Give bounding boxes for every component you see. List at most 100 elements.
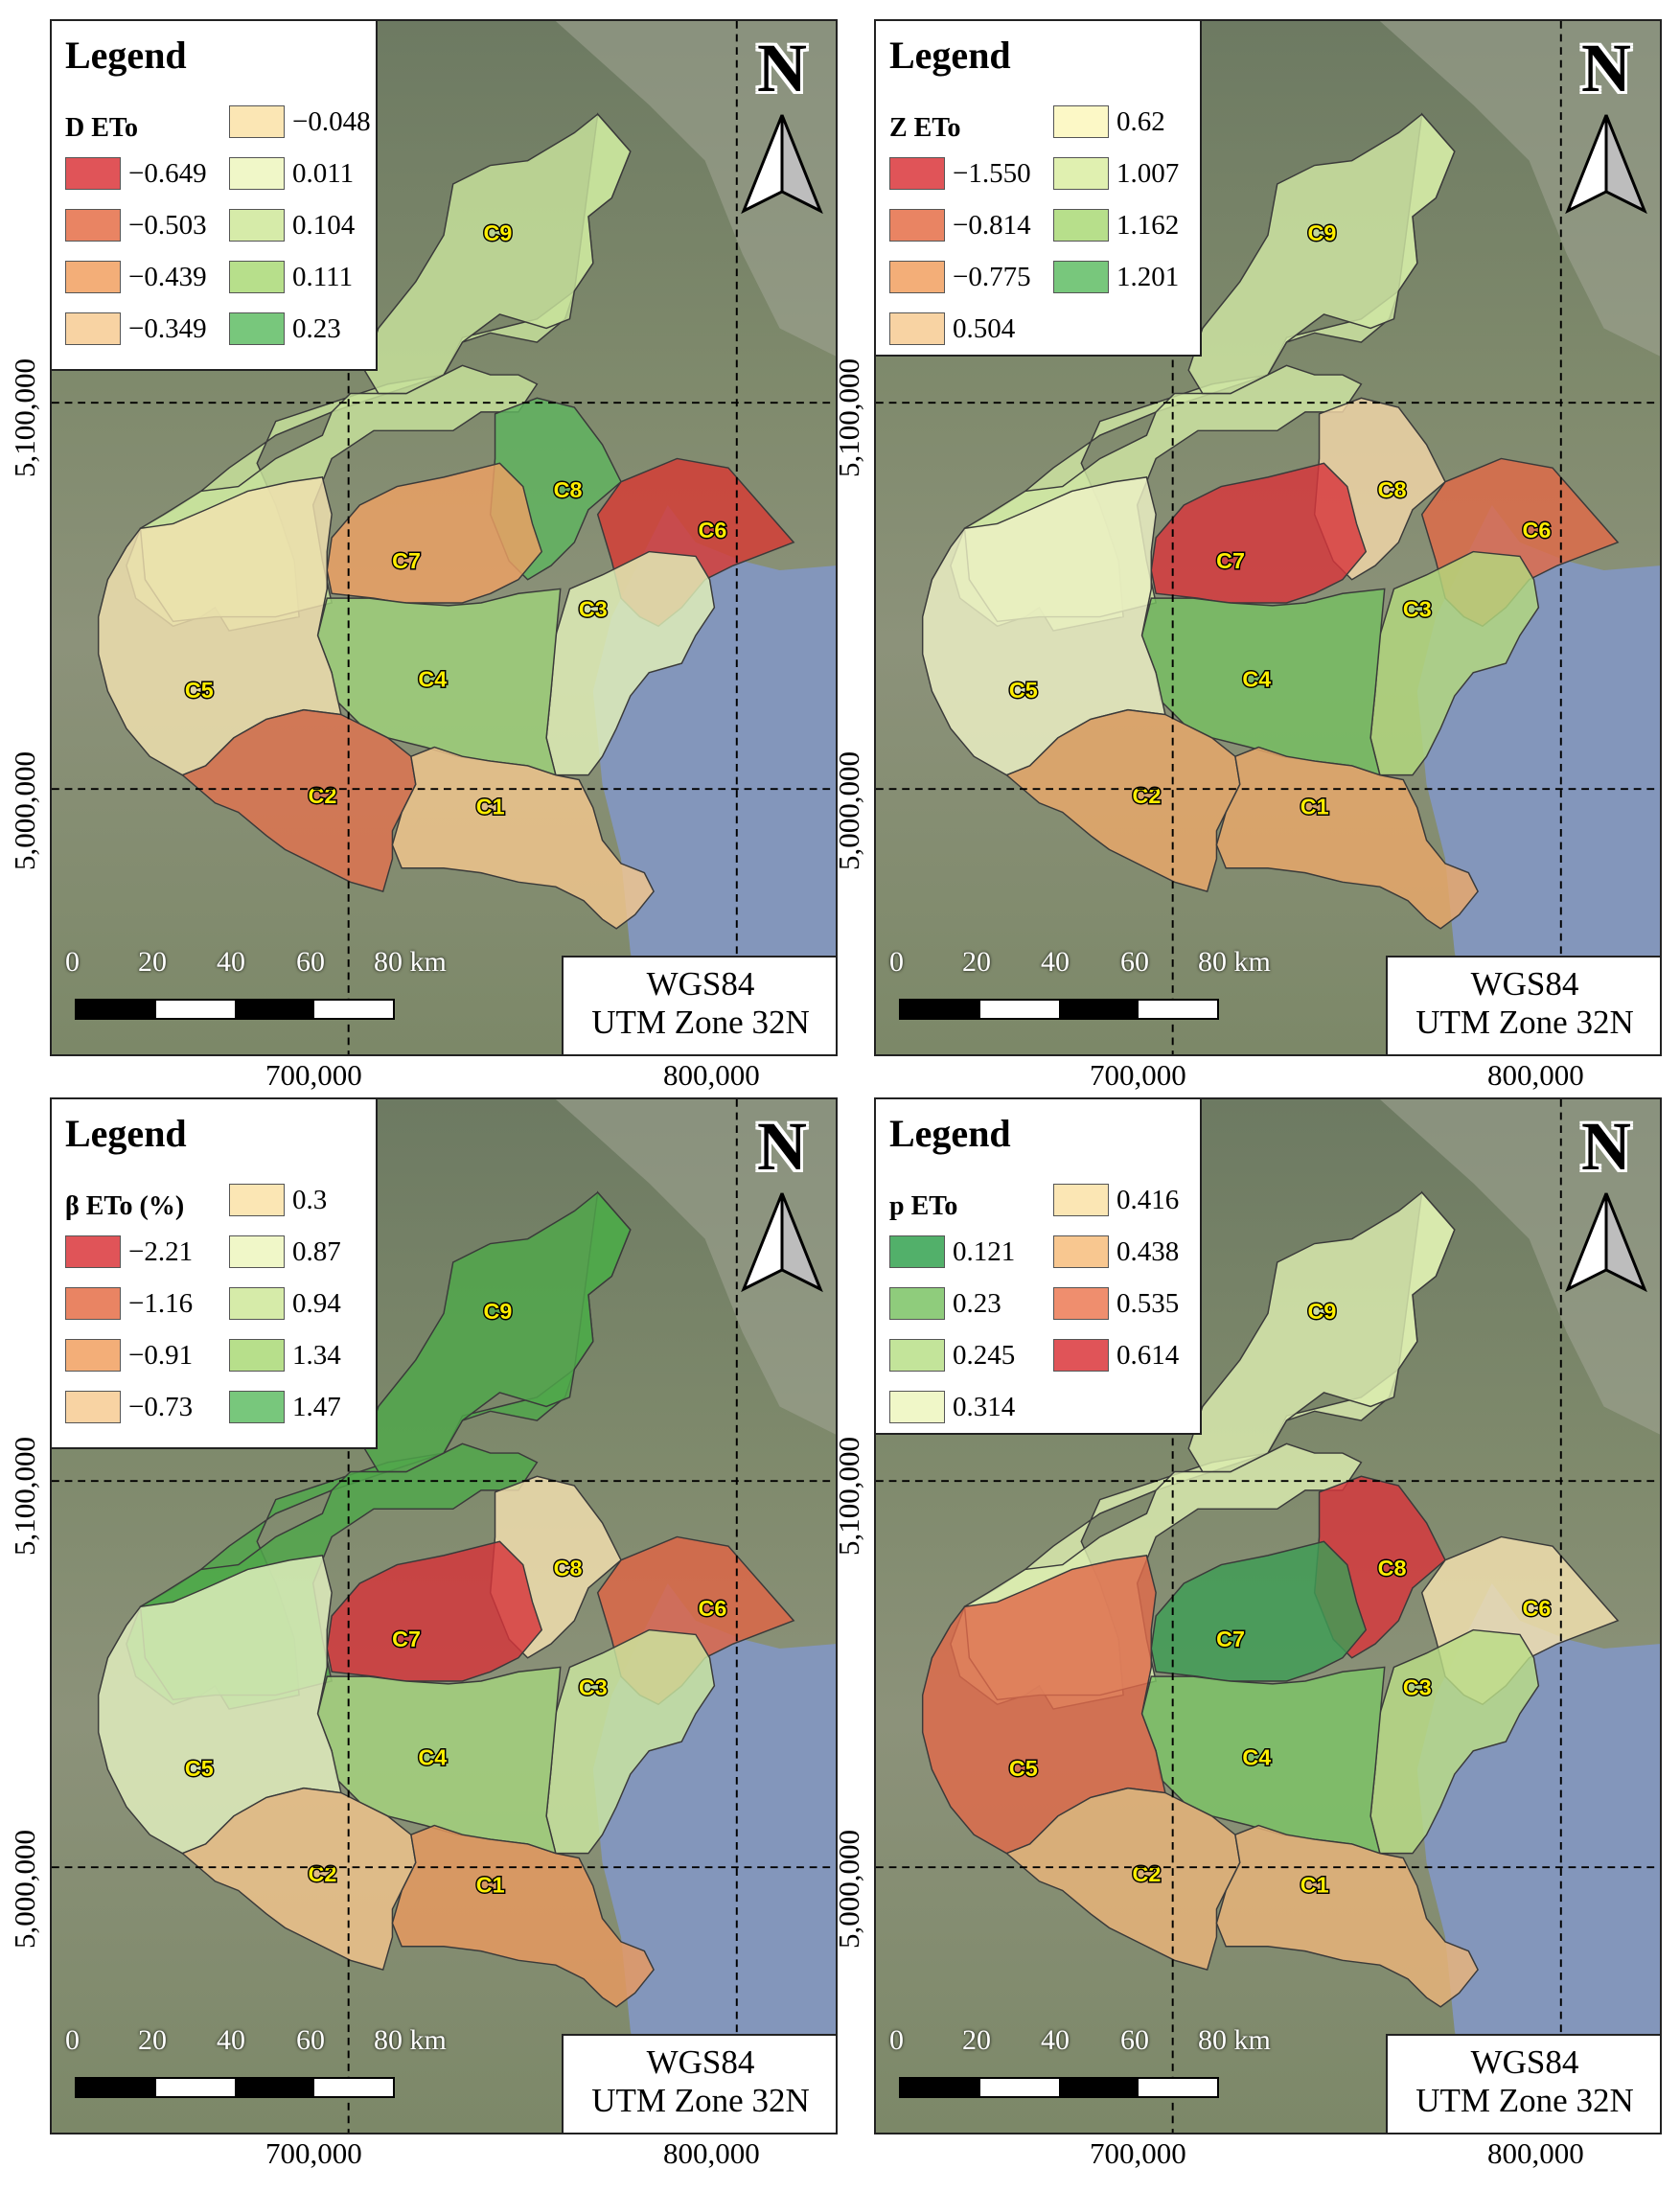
legend-label: −1.550 (953, 157, 1031, 189)
x-tick-label: 800,000 (1487, 2136, 1584, 2170)
legend-swatch (65, 157, 121, 190)
region-label-c2: C2 (1132, 1861, 1161, 1886)
region-label-c5: C5 (185, 678, 214, 703)
legend-swatch (65, 1391, 121, 1423)
legend-label: 0.245 (953, 1339, 1016, 1371)
scale-label: 0 (65, 2024, 80, 2056)
legend-swatch (889, 312, 945, 345)
legend-item: 0.87 (229, 1234, 341, 1270)
legend-swatch (889, 157, 945, 190)
crs-datum: WGS84 (646, 965, 755, 1003)
legend-label: 0.94 (292, 1287, 341, 1319)
legend-swatch (889, 209, 945, 242)
region-label-c3: C3 (1403, 1675, 1432, 1700)
legend-box: Legend p ETo 0.121 0.23 0.245 0.314 0.416 0.4… (876, 1099, 1202, 1435)
scale-label: 60 (1120, 946, 1149, 978)
region-label-c9: C9 (1308, 220, 1337, 245)
north-arrow: N (739, 1107, 825, 1337)
legend-item: −0.503 (65, 207, 207, 243)
legend-label: 0.23 (292, 312, 341, 344)
north-letter: N (1581, 30, 1631, 106)
x-tick-label: 700,000 (1090, 2136, 1186, 2170)
region-label-c3: C3 (1403, 597, 1432, 622)
legend-label: −0.349 (128, 312, 207, 344)
legend-item: 0.23 (889, 1285, 1001, 1322)
y-tick-label: 5,000,000 (8, 1830, 41, 1949)
region-label-c5: C5 (1009, 678, 1038, 703)
legend-item: −0.814 (889, 207, 1031, 243)
crs-zone: UTM Zone 32N (1415, 2082, 1634, 2119)
x-tick-label: 700,000 (265, 1058, 362, 1092)
legend-swatch (229, 1339, 285, 1372)
legend-item: 0.104 (229, 207, 355, 243)
legend-swatch (889, 1339, 945, 1372)
legend-swatch (1053, 105, 1109, 138)
region-label-c1: C1 (1300, 794, 1329, 819)
legend-item: 0.504 (889, 311, 1015, 347)
scale-bar (899, 999, 1219, 1020)
y-tick-label: 5,100,000 (8, 358, 41, 477)
legend-item: −1.16 (65, 1285, 193, 1322)
crs-zone: UTM Zone 32N (1415, 1004, 1634, 1041)
legend-label: 0.62 (1116, 105, 1165, 137)
scale-label: 0 (889, 946, 904, 978)
north-letter: N (757, 30, 807, 106)
legend-label: −0.439 (128, 261, 207, 292)
legend-label: −0.048 (292, 105, 371, 137)
legend-label: −0.91 (128, 1339, 194, 1371)
legend-label: 0.3 (292, 1184, 328, 1215)
legend-swatch (65, 209, 121, 242)
legend-label: 1.47 (292, 1391, 341, 1422)
map-panel-2: C1 C2 C3 C4 C5 C6 C7 C8 C9 Legend Z ETo −1.550 −0… (874, 19, 1662, 1056)
mountain-texture (555, 1099, 836, 1435)
crs-box: WGS84 UTM Zone 32N (562, 956, 836, 1054)
y-tick-label: 5,100,000 (832, 358, 865, 477)
legend-item: 0.121 (889, 1234, 1015, 1270)
crs-box: WGS84 UTM Zone 32N (1386, 956, 1660, 1054)
legend-item: 1.201 (1053, 259, 1179, 295)
crs-box: WGS84 UTM Zone 32N (562, 2034, 836, 2133)
legend-swatch (229, 1287, 285, 1320)
legend-label: 0.104 (292, 209, 356, 241)
legend-label: −2.21 (128, 1235, 194, 1267)
legend-label: 1.201 (1116, 261, 1180, 292)
map-panel-3: C1 C2 C3 C4 C5 C6 C7 C8 C9 Legend β ETo (%) −2.2… (50, 1097, 838, 2134)
legend-swatch (65, 1287, 121, 1320)
map-canvas: C1 C2 C3 C4 C5 C6 C7 C8 C9 (876, 21, 1660, 1054)
legend-item: −0.349 (65, 311, 207, 347)
legend-swatch (1053, 1339, 1109, 1372)
x-tick-label: 800,000 (663, 1058, 760, 1092)
legend-label: −0.73 (128, 1391, 194, 1422)
legend-label: 0.614 (1116, 1339, 1180, 1371)
scale-label: 60 (1120, 2024, 1149, 2056)
legend-item: 1.34 (229, 1337, 341, 1373)
scale-label: 40 (1041, 946, 1070, 978)
legend-label: 1.34 (292, 1339, 341, 1371)
map-panel-1: C1 C2 C3 C4 C5 C6 C7 C8 C9 Legend D ETo −0.649 −0… (50, 19, 838, 1056)
region-c1 (391, 1824, 655, 2008)
legend-swatch (229, 105, 285, 138)
legend-item: 0.62 (1053, 104, 1165, 140)
legend-item: 1.007 (1053, 155, 1179, 192)
y-tick-label: 5,000,000 (832, 751, 865, 870)
legend-swatch (229, 157, 285, 190)
legend-item: 0.438 (1053, 1234, 1179, 1270)
region-label-c9: C9 (1308, 1299, 1337, 1324)
region-c7 (326, 462, 543, 604)
legend-label: 0.87 (292, 1235, 341, 1267)
legend-label: 0.23 (953, 1287, 1001, 1319)
scale-label: 20 (138, 946, 167, 978)
map-canvas: C1 C2 C3 C4 C5 C6 C7 C8 C9 (52, 1099, 836, 2133)
region-label-c6: C6 (1523, 518, 1552, 542)
legend-box: Legend D ETo −0.649 −0.503 −0.439 −0.349 −0.… (52, 21, 378, 371)
region-label-c8: C8 (554, 1556, 583, 1581)
scale-label: 60 (296, 2024, 325, 2056)
crs-datum: WGS84 (1470, 965, 1579, 1003)
legend-label: 0.504 (953, 312, 1016, 344)
region-label-c4: C4 (418, 1744, 447, 1769)
region-label-c9: C9 (484, 1299, 513, 1324)
north-arrow-icon (1565, 114, 1647, 215)
legend-title: Legend (65, 34, 187, 77)
legend-item: 1.47 (229, 1389, 341, 1425)
north-arrow: N (739, 29, 825, 259)
